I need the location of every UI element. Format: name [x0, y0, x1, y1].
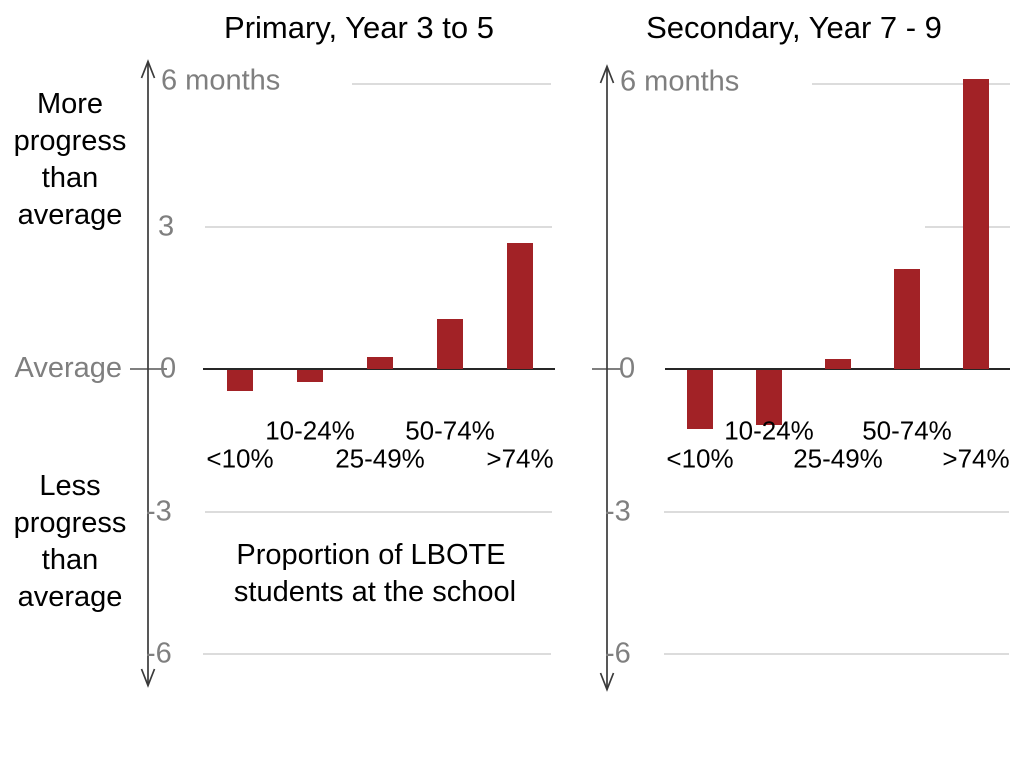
- annotation-line: Less: [39, 470, 101, 502]
- y-tick-label-0: 0: [160, 352, 177, 385]
- annotation-line: progress: [13, 507, 127, 539]
- category-label: 25-49%: [793, 443, 883, 474]
- gridline-3: [205, 226, 552, 228]
- gridline--6: [664, 653, 1009, 655]
- x-axis-line: [665, 368, 1010, 370]
- y-tick-label--3: -3: [146, 495, 172, 528]
- bar->74%: [507, 243, 533, 369]
- annotation-line: average: [17, 581, 123, 613]
- annotation-less-progress: Less progress than average: [0, 468, 140, 616]
- annotation-line: than: [41, 162, 99, 194]
- category-label: >74%: [486, 443, 554, 474]
- bar-<10%: [227, 370, 253, 391]
- gridline-6: [352, 83, 551, 85]
- annotation-line: than: [41, 544, 99, 576]
- y-axis-unit-label: 6 months: [620, 65, 740, 98]
- bar-25-49%: [367, 357, 393, 369]
- x-axis-title-line2: students at the school: [233, 576, 517, 608]
- gridline--3: [664, 511, 1009, 513]
- bar->74%: [963, 79, 989, 369]
- x-axis-title-line1: Proportion of LBOTE: [236, 539, 506, 571]
- gridline--3: [205, 511, 552, 513]
- category-label: 10-24%: [724, 415, 814, 446]
- bar-10-24%: [756, 370, 782, 425]
- y-tick-label-3: 3: [158, 210, 175, 243]
- chart-title-secondary: Secondary, Year 7 - 9: [646, 10, 942, 45]
- bar-<10%: [687, 370, 713, 429]
- annotation-line: progress: [13, 125, 127, 157]
- y-tick-label--6: -6: [146, 637, 172, 670]
- annotation-line: More: [36, 88, 104, 120]
- category-label: <10%: [666, 443, 734, 474]
- x-axis-line: [203, 368, 555, 370]
- annotation-line: average: [17, 199, 123, 231]
- category-label: 10-24%: [265, 415, 355, 446]
- y-tick-label-0: 0: [619, 352, 636, 385]
- category-label: 50-74%: [405, 415, 495, 446]
- bar-10-24%: [297, 370, 323, 382]
- y-axis-arrow: [140, 59, 156, 688]
- y-tick-label--3: -3: [605, 495, 631, 528]
- chart-title-primary: Primary, Year 3 to 5: [224, 10, 494, 45]
- annotation-more-progress: More progress than average: [0, 86, 140, 234]
- category-label: 50-74%: [862, 415, 952, 446]
- gridline--6: [203, 653, 551, 655]
- y-axis-unit-label: 6 months: [161, 64, 281, 97]
- category-label: <10%: [206, 443, 274, 474]
- category-label: 25-49%: [335, 443, 425, 474]
- y-tick-label--6: -6: [605, 637, 631, 670]
- bar-25-49%: [825, 359, 851, 369]
- gridline-6: [812, 83, 1010, 85]
- bar-50-74%: [437, 319, 463, 369]
- annotation-average: Average: [14, 352, 123, 384]
- y-axis-arrow: [599, 64, 615, 692]
- category-label: >74%: [942, 443, 1010, 474]
- bar-50-74%: [894, 269, 920, 369]
